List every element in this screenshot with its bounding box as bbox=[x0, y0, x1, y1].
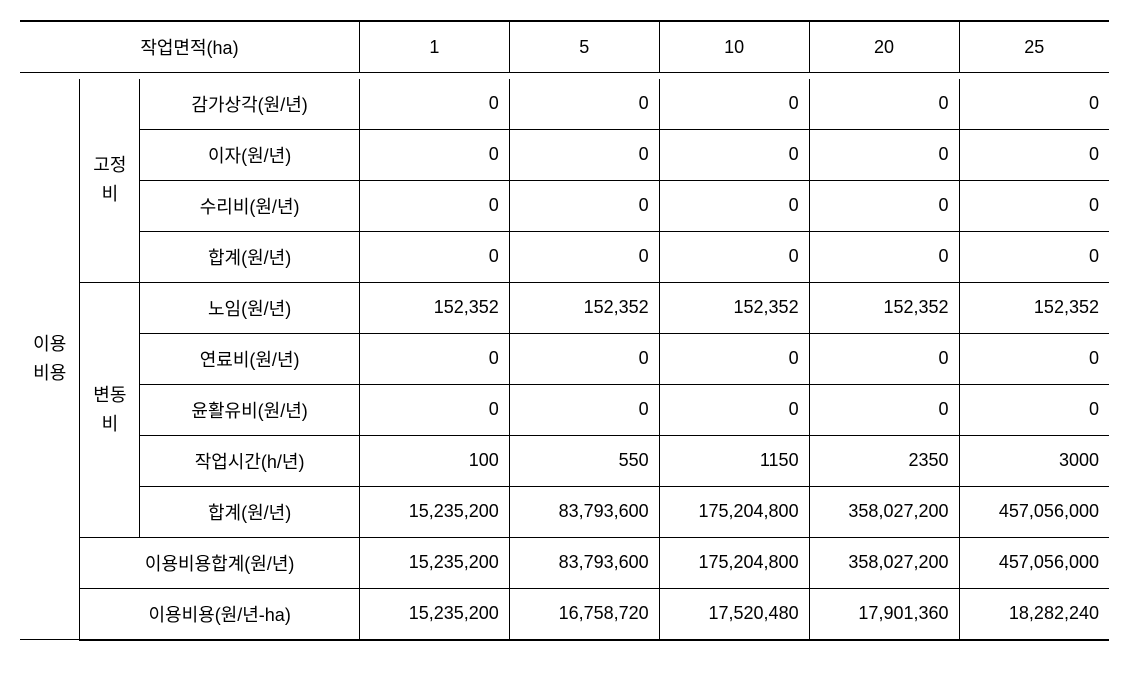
cost-table: 작업면적(ha) 1 5 10 20 25 이용 비용 고정 비 감가상각(원/… bbox=[20, 20, 1109, 641]
cell: 0 bbox=[659, 333, 809, 384]
cell: 0 bbox=[659, 180, 809, 231]
row-label: 윤활유비(원/년) bbox=[140, 384, 360, 435]
cell: 0 bbox=[509, 79, 659, 130]
table-row: 이용 비용 고정 비 감가상각(원/년) 0 0 0 0 0 bbox=[20, 79, 1109, 130]
cost-table-container: 작업면적(ha) 1 5 10 20 25 이용 비용 고정 비 감가상각(원/… bbox=[20, 20, 1109, 641]
cell: 175,204,800 bbox=[659, 537, 809, 588]
table-row: 이자(원/년) 0 0 0 0 0 bbox=[20, 129, 1109, 180]
cell: 17,520,480 bbox=[659, 588, 809, 640]
cell: 0 bbox=[809, 384, 959, 435]
total-label: 이용비용합계(원/년) bbox=[80, 537, 359, 588]
cell: 0 bbox=[959, 231, 1109, 282]
cell: 0 bbox=[809, 129, 959, 180]
table-row: 작업시간(h/년) 100 550 1150 2350 3000 bbox=[20, 435, 1109, 486]
cell: 358,027,200 bbox=[809, 537, 959, 588]
fixed-cost-label: 고정 비 bbox=[80, 79, 140, 283]
cell: 457,056,000 bbox=[959, 486, 1109, 537]
row-label: 연료비(원/년) bbox=[140, 333, 360, 384]
main-group-label: 이용 비용 bbox=[20, 79, 80, 640]
cell: 1150 bbox=[659, 435, 809, 486]
col-header: 5 bbox=[509, 21, 659, 73]
cell: 15,235,200 bbox=[359, 537, 509, 588]
cell: 0 bbox=[659, 231, 809, 282]
cell: 0 bbox=[659, 79, 809, 130]
cell: 0 bbox=[509, 180, 659, 231]
row-label: 감가상각(원/년) bbox=[140, 79, 360, 130]
cell: 0 bbox=[359, 79, 509, 130]
cell: 152,352 bbox=[659, 282, 809, 333]
table-row: 이용비용합계(원/년) 15,235,200 83,793,600 175,20… bbox=[20, 537, 1109, 588]
table-row: 합계(원/년) 0 0 0 0 0 bbox=[20, 231, 1109, 282]
per-ha-label: 이용비용(원/년-ha) bbox=[80, 588, 359, 640]
cell: 18,282,240 bbox=[959, 588, 1109, 640]
cell: 175,204,800 bbox=[659, 486, 809, 537]
cell: 0 bbox=[509, 129, 659, 180]
cell: 15,235,200 bbox=[359, 588, 509, 640]
cell: 0 bbox=[359, 180, 509, 231]
cell: 0 bbox=[359, 231, 509, 282]
cell: 0 bbox=[659, 384, 809, 435]
row-label: 이자(원/년) bbox=[140, 129, 360, 180]
cell: 0 bbox=[509, 231, 659, 282]
row-label: 노임(원/년) bbox=[140, 282, 360, 333]
header-row: 작업면적(ha) 1 5 10 20 25 bbox=[20, 21, 1109, 73]
cell: 0 bbox=[659, 129, 809, 180]
row-label: 합계(원/년) bbox=[140, 231, 360, 282]
cell: 17,901,360 bbox=[809, 588, 959, 640]
cell: 3000 bbox=[959, 435, 1109, 486]
cell: 152,352 bbox=[959, 282, 1109, 333]
cell: 0 bbox=[809, 231, 959, 282]
cell: 0 bbox=[509, 333, 659, 384]
cell: 2350 bbox=[809, 435, 959, 486]
cell: 0 bbox=[509, 384, 659, 435]
table-row: 수리비(원/년) 0 0 0 0 0 bbox=[20, 180, 1109, 231]
row-label: 합계(원/년) bbox=[140, 486, 360, 537]
cell: 0 bbox=[959, 333, 1109, 384]
table-row: 연료비(원/년) 0 0 0 0 0 bbox=[20, 333, 1109, 384]
table-row: 합계(원/년) 15,235,200 83,793,600 175,204,80… bbox=[20, 486, 1109, 537]
cell: 16,758,720 bbox=[509, 588, 659, 640]
cell: 457,056,000 bbox=[959, 537, 1109, 588]
cell: 0 bbox=[959, 79, 1109, 130]
area-header: 작업면적(ha) bbox=[20, 21, 359, 73]
cell: 83,793,600 bbox=[509, 486, 659, 537]
cell: 358,027,200 bbox=[809, 486, 959, 537]
cell: 0 bbox=[359, 384, 509, 435]
col-header: 25 bbox=[959, 21, 1109, 73]
col-header: 1 bbox=[359, 21, 509, 73]
row-label: 수리비(원/년) bbox=[140, 180, 360, 231]
cell: 0 bbox=[809, 333, 959, 384]
row-label: 작업시간(h/년) bbox=[140, 435, 360, 486]
variable-cost-label: 변동 비 bbox=[80, 282, 140, 537]
cell: 0 bbox=[359, 333, 509, 384]
cell: 15,235,200 bbox=[359, 486, 509, 537]
table-row: 윤활유비(원/년) 0 0 0 0 0 bbox=[20, 384, 1109, 435]
cell: 0 bbox=[809, 79, 959, 130]
col-header: 10 bbox=[659, 21, 809, 73]
cell: 100 bbox=[359, 435, 509, 486]
cell: 152,352 bbox=[809, 282, 959, 333]
cell: 550 bbox=[509, 435, 659, 486]
cell: 0 bbox=[809, 180, 959, 231]
table-row: 변동 비 노임(원/년) 152,352 152,352 152,352 152… bbox=[20, 282, 1109, 333]
cell: 0 bbox=[959, 180, 1109, 231]
cell: 0 bbox=[959, 384, 1109, 435]
cell: 0 bbox=[359, 129, 509, 180]
col-header: 20 bbox=[809, 21, 959, 73]
cell: 0 bbox=[959, 129, 1109, 180]
cell: 152,352 bbox=[359, 282, 509, 333]
table-row: 이용비용(원/년-ha) 15,235,200 16,758,720 17,52… bbox=[20, 588, 1109, 640]
cell: 152,352 bbox=[509, 282, 659, 333]
cell: 83,793,600 bbox=[509, 537, 659, 588]
